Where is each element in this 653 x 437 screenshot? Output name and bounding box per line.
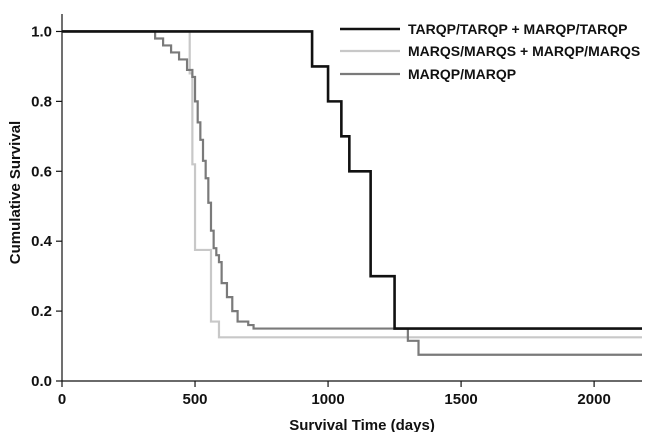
y-tick-label: 0.0 <box>31 373 52 390</box>
series-line-0 <box>62 30 642 330</box>
series-line-2 <box>62 30 642 356</box>
y-tick-label: 0.2 <box>31 303 52 320</box>
legend-layer: TARQP/TARQP + MARQP/TARQP MARQS/MARQS + M… <box>340 21 640 82</box>
series-layer <box>62 30 642 356</box>
axes-layer: 0 500 1000 1500 2000 0.0 0.2 0.4 0.6 0.8 1.0 <box>31 14 642 408</box>
y-axis-title: Cumulative Survival <box>7 121 24 264</box>
series-line-1 <box>62 30 642 339</box>
x-tick-label: 1000 <box>311 391 344 408</box>
x-axis-title: Survival Time (days) <box>289 417 435 432</box>
legend-label: MARQS/MARQS + MARQP/MARQS <box>408 43 640 59</box>
y-tick-label: 0.6 <box>31 163 52 180</box>
x-tick-label: 500 <box>183 391 208 408</box>
x-tick-label: 2000 <box>577 391 610 408</box>
legend-label: TARQP/TARQP + MARQP/TARQP <box>408 21 627 37</box>
y-tick-label: 0.4 <box>31 233 53 250</box>
y-tick-label: 0.8 <box>31 93 52 110</box>
x-tick-label: 0 <box>58 391 66 408</box>
y-tick-label: 1.0 <box>31 23 52 40</box>
legend-label: MARQP/MARQP <box>408 66 516 82</box>
x-tick-label: 1500 <box>444 391 477 408</box>
